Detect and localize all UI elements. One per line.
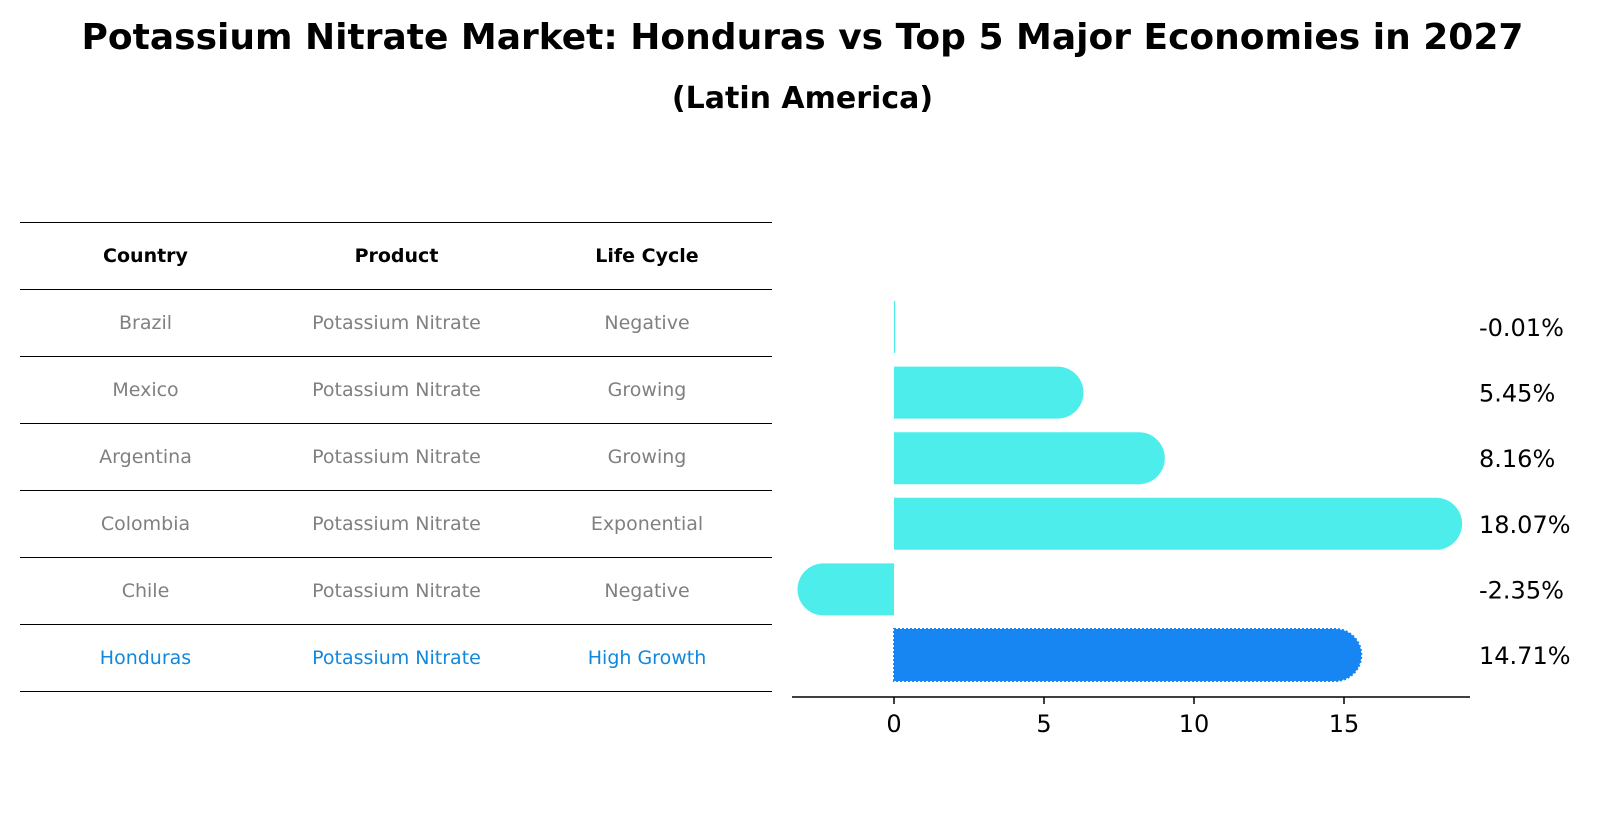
x-tick-label: 15: [1329, 710, 1360, 738]
table-row: Colombia Potassium Nitrate Exponential: [20, 491, 772, 558]
cell-life-cycle: Growing: [607, 446, 687, 468]
bar-honduras: [893, 628, 1363, 682]
x-tick-label: 5: [1036, 710, 1051, 738]
chart-subtitle: (Latin America): [671, 81, 934, 116]
bar-brazil: [894, 301, 896, 353]
bar-argentina: [894, 432, 1165, 485]
cell-life-cycle: High Growth: [587, 647, 707, 669]
cell-life-cycle: Growing: [607, 379, 687, 401]
bar-mexico: [894, 366, 1084, 419]
cell-product: Potassium Nitrate: [312, 379, 481, 401]
x-tick-label: 10: [1179, 710, 1210, 738]
cell-country: Honduras: [99, 647, 192, 669]
cell-life-cycle: Exponential: [590, 513, 704, 535]
cell-country: Brazil: [118, 312, 173, 334]
header-country: Country: [103, 245, 188, 267]
cell-country: Colombia: [100, 513, 191, 535]
table-row: Brazil Potassium Nitrate Negative: [20, 290, 772, 357]
table-row: Chile Potassium Nitrate Negative: [20, 558, 772, 625]
cell-product: Potassium Nitrate: [312, 580, 481, 602]
comparison-table: Country Product Life Cycle Brazil Potass…: [20, 222, 772, 692]
table-header-row: Country Product Life Cycle: [20, 223, 772, 290]
cell-product: Potassium Nitrate: [312, 513, 481, 535]
header-product: Product: [354, 245, 439, 267]
cell-life-cycle: Negative: [604, 580, 690, 602]
value-label: -2.35%: [1479, 576, 1564, 604]
value-label: 5.45%: [1479, 380, 1555, 408]
bar-colombia: [894, 497, 1463, 550]
cell-country: Argentina: [99, 446, 192, 468]
value-label: -0.01%: [1479, 314, 1564, 342]
cell-product: Potassium Nitrate: [312, 446, 481, 468]
table-row-highlighted: Honduras Potassium Nitrate High Growth: [20, 625, 772, 692]
cell-life-cycle: Negative: [604, 312, 690, 334]
cell-product: Potassium Nitrate: [312, 647, 481, 669]
x-tick-label: 0: [886, 710, 901, 738]
bar-chile: [797, 563, 894, 616]
value-label: 14.71%: [1479, 642, 1571, 670]
cell-country: Mexico: [112, 379, 179, 401]
cell-country: Chile: [121, 580, 170, 602]
chart-title: Potassium Nitrate Market: Honduras vs To…: [81, 17, 1524, 58]
cell-product: Potassium Nitrate: [312, 312, 481, 334]
value-label: 8.16%: [1479, 445, 1555, 473]
header-life-cycle: Life Cycle: [595, 245, 699, 267]
table-row: Argentina Potassium Nitrate Growing: [20, 424, 772, 491]
value-label: 18.07%: [1479, 511, 1571, 539]
table-row: Mexico Potassium Nitrate Growing: [20, 357, 772, 424]
